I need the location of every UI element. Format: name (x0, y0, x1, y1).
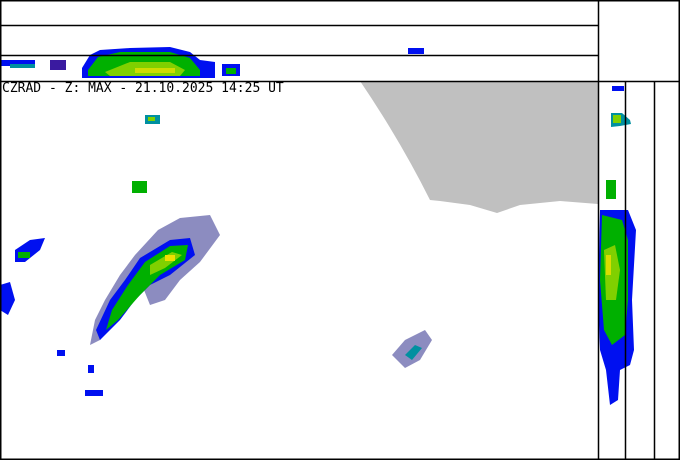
side-projection-echoes (598, 86, 636, 405)
plan-view-echoes (0, 115, 432, 396)
out-of-range-area (360, 81, 598, 213)
top-projection-echoes (0, 47, 424, 78)
radar-product-title: CZRAD - Z: MAX - 21.10.2025 14:25 UT (2, 81, 284, 96)
